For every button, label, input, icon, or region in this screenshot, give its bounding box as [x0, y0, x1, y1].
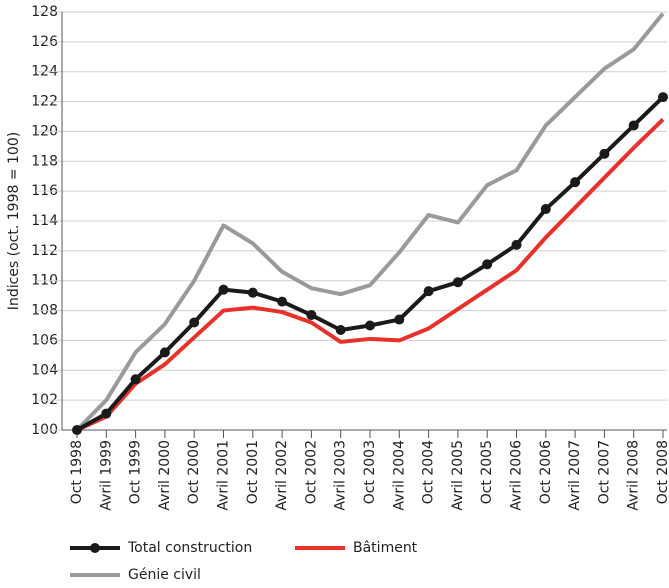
x-tick-label: Oct 1999 — [128, 440, 144, 504]
x-tick-label: Oct 1998 — [69, 440, 85, 504]
x-tick-label: Avril 2001 — [216, 440, 232, 511]
point — [570, 177, 581, 188]
point — [394, 314, 405, 325]
series-line — [76, 95, 665, 432]
x-tick-label: Oct 2000 — [186, 440, 202, 504]
point — [159, 347, 170, 358]
series-line — [76, 118, 665, 432]
point — [540, 204, 551, 215]
point — [452, 277, 463, 288]
legend-label: Bâtiment — [353, 540, 418, 556]
point — [365, 320, 375, 331]
point — [101, 408, 112, 419]
x-tick-label: Oct 2008 — [655, 440, 669, 504]
x-tick-label: Oct 2003 — [362, 440, 378, 504]
legend-label: Total construction — [127, 540, 252, 556]
x-tick-label: Avril 2003 — [333, 440, 349, 511]
point — [335, 324, 346, 335]
x-tick-label: Avril 1999 — [98, 440, 114, 511]
x-tick-label: Avril 2004 — [391, 440, 407, 511]
point — [511, 239, 522, 250]
series-line — [75, 12, 665, 432]
x-tick-label: Avril 2008 — [626, 440, 642, 511]
x-tick-label: Avril 2002 — [274, 440, 290, 511]
y-axis-label: Indices (oct. 1998 = 100) — [6, 132, 22, 310]
point — [218, 284, 229, 295]
x-tick-label: Oct 2007 — [596, 440, 612, 504]
point — [599, 148, 610, 159]
x-tick-label: Oct 2001 — [245, 440, 261, 504]
x-tick-label: Oct 2005 — [479, 440, 495, 504]
point — [658, 92, 668, 103]
point — [130, 374, 141, 385]
legend-label: Génie civil — [128, 567, 201, 583]
x-tick-label: Oct 2004 — [421, 440, 437, 504]
point — [277, 296, 288, 307]
x-tick-label: Avril 2005 — [450, 440, 466, 511]
point — [72, 425, 82, 435]
x-tick-label: Oct 2006 — [538, 440, 554, 504]
point — [423, 286, 434, 297]
legend-marker — [90, 543, 100, 553]
x-tick-label: Oct 2002 — [303, 440, 319, 504]
point — [247, 287, 258, 298]
point — [189, 317, 200, 328]
x-tick-label: Avril 2006 — [509, 440, 525, 511]
point — [628, 120, 639, 131]
x-tick-label: Avril 2007 — [567, 440, 583, 511]
x-tick-label: Avril 2000 — [157, 440, 173, 511]
point — [482, 259, 493, 270]
point — [306, 310, 317, 321]
